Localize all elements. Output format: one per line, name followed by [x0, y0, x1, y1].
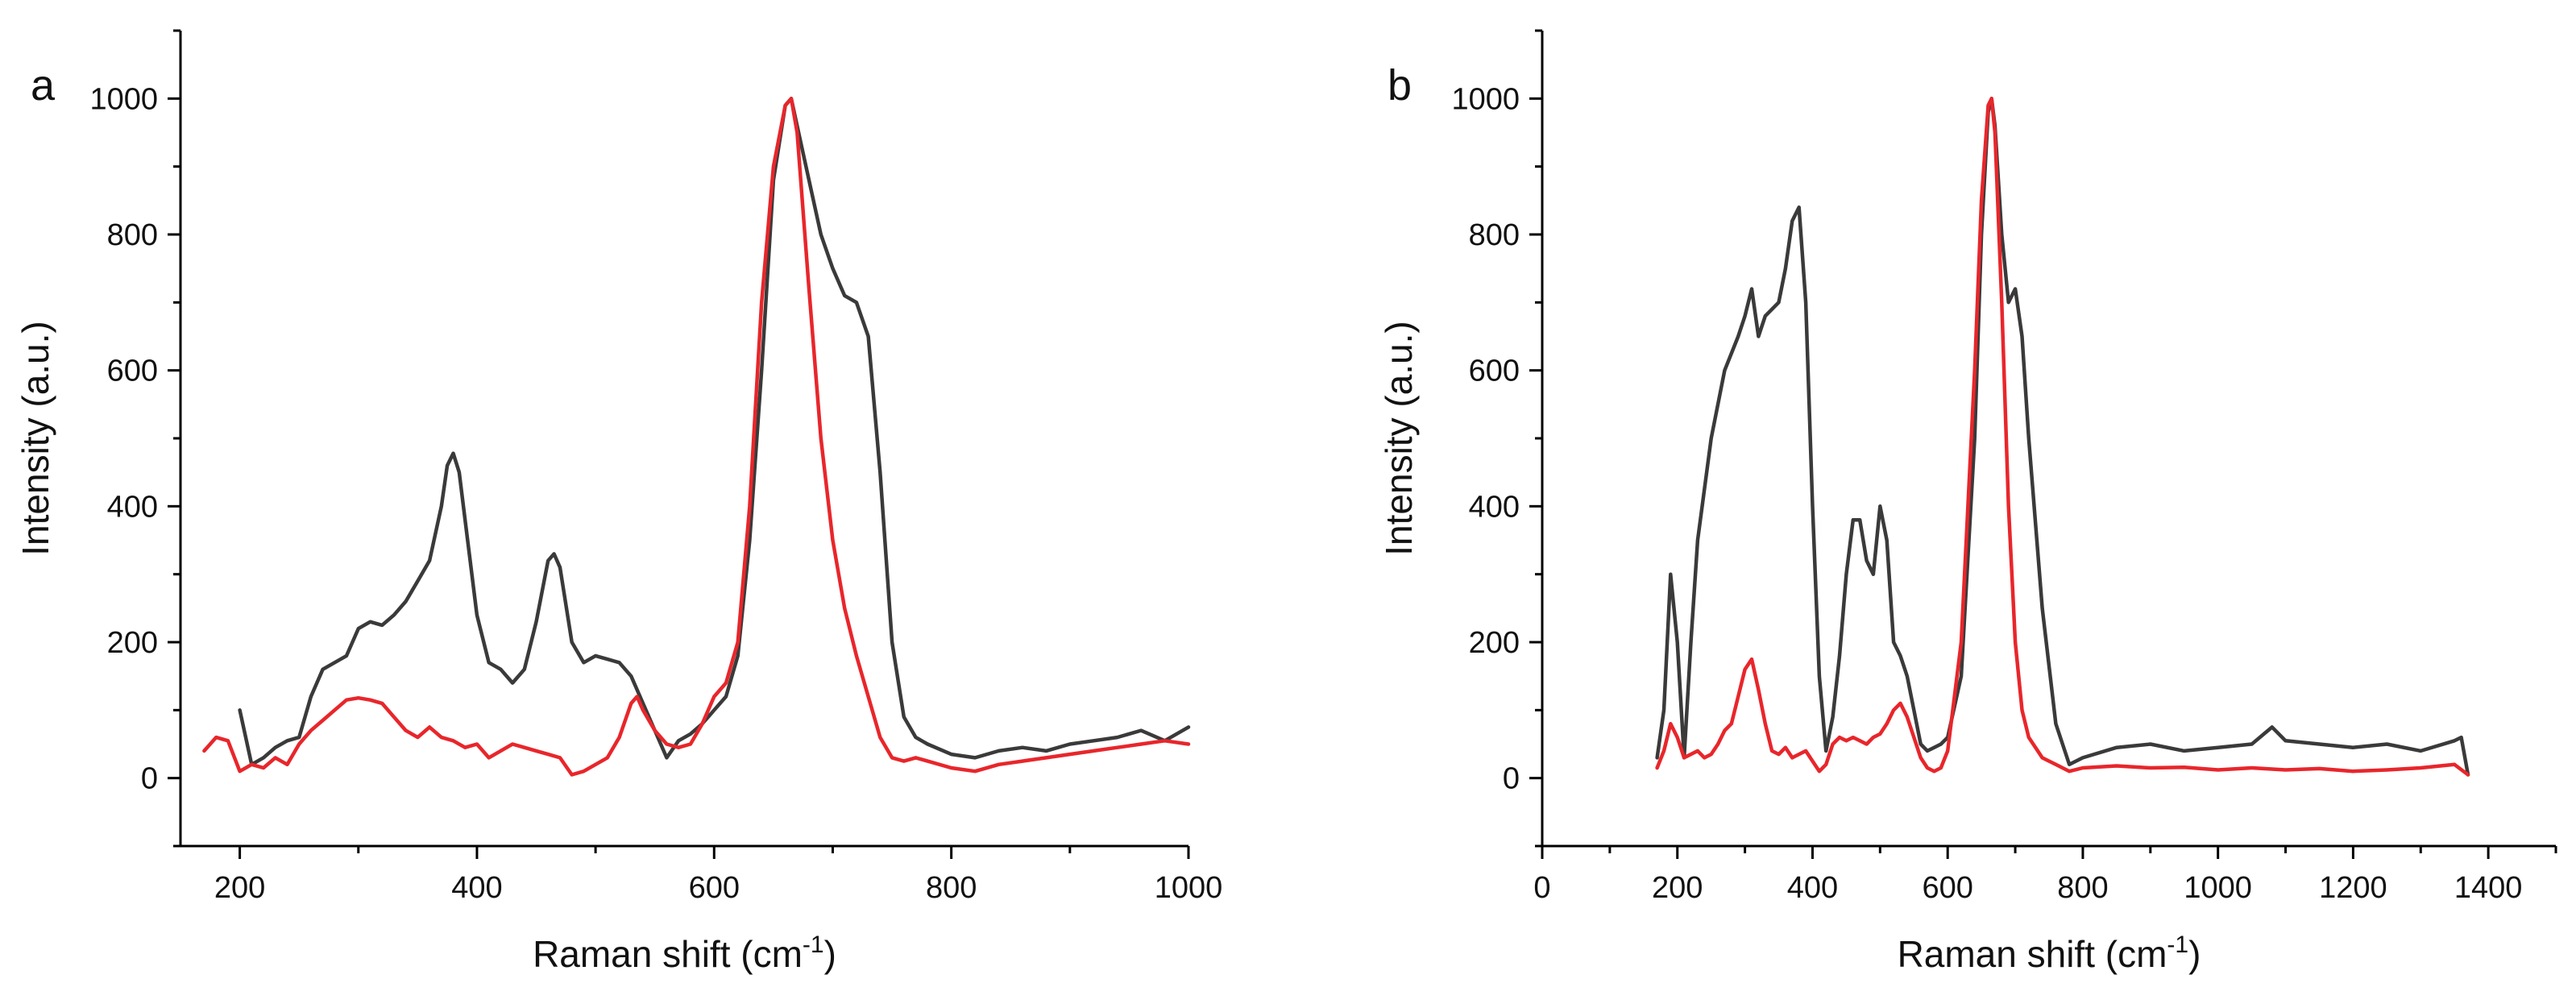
x-axis-title-end: ) — [824, 933, 836, 975]
y-tick-label: 0 — [141, 762, 158, 796]
panel-a: 0 200 400 600 800 1000 200 400 600 800 1000 Raman s… — [15, 29, 1223, 975]
x-tick-label: 0 — [1533, 871, 1550, 905]
line-series-1 — [238, 97, 1191, 767]
x-tick-label: 600 — [1922, 871, 1972, 905]
x-axis-title-end: ) — [2188, 933, 2201, 975]
x-tick-label: 400 — [1787, 871, 1838, 905]
x-tick-label: 600 — [689, 871, 740, 905]
x-tick-label: 400 — [451, 871, 502, 905]
y-tick-label: 1000 — [1451, 82, 1520, 116]
line-series-2 — [1655, 97, 2470, 777]
y-tick-label: 600 — [1469, 355, 1520, 388]
line-series-2 — [202, 97, 1191, 777]
x-tick-label: 1400 — [2454, 871, 2523, 905]
y-tick-label: 400 — [107, 490, 158, 524]
x-axis-title: Raman shift (cm-1) — [533, 931, 836, 975]
x-tick-label: 200 — [1652, 871, 1703, 905]
y-tick-label: 800 — [1469, 218, 1520, 252]
y-tick-label: 1000 — [89, 82, 158, 116]
panel-label: b — [1388, 61, 1412, 110]
x-axis-title-text: Raman shift (cm — [533, 933, 803, 975]
x-axis-title-superscript: -1 — [803, 931, 824, 958]
x-tick-label: 800 — [2057, 871, 2108, 905]
x-axis-title: Raman shift (cm-1) — [1898, 931, 2201, 975]
x-axis-title-superscript: -1 — [2167, 931, 2188, 958]
panel-label: a — [31, 61, 56, 110]
y-tick-label: 200 — [107, 626, 158, 660]
x-tick-label: 1000 — [1155, 871, 1223, 905]
panel-b: 0 200 400 600 800 1000 0 200 400 600 800 1000 1200 14… — [1378, 29, 2557, 975]
y-tick-label: 0 — [1503, 762, 1520, 796]
y-tick-label: 600 — [107, 355, 158, 388]
x-tick-label: 1000 — [2184, 871, 2252, 905]
y-axis-title: Intensity (a.u.) — [1378, 321, 1420, 555]
y-tick-label: 800 — [107, 218, 158, 252]
y-tick-label: 200 — [1469, 626, 1520, 660]
x-tick-label: 1200 — [2319, 871, 2387, 905]
x-axis-title-text: Raman shift (cm — [1898, 933, 2167, 975]
line-series-1 — [1655, 97, 2470, 777]
x-tick-label: 800 — [926, 871, 977, 905]
x-tick-label: 200 — [214, 871, 265, 905]
y-tick-label: 400 — [1469, 490, 1520, 524]
y-axis-title: Intensity (a.u.) — [15, 321, 56, 555]
